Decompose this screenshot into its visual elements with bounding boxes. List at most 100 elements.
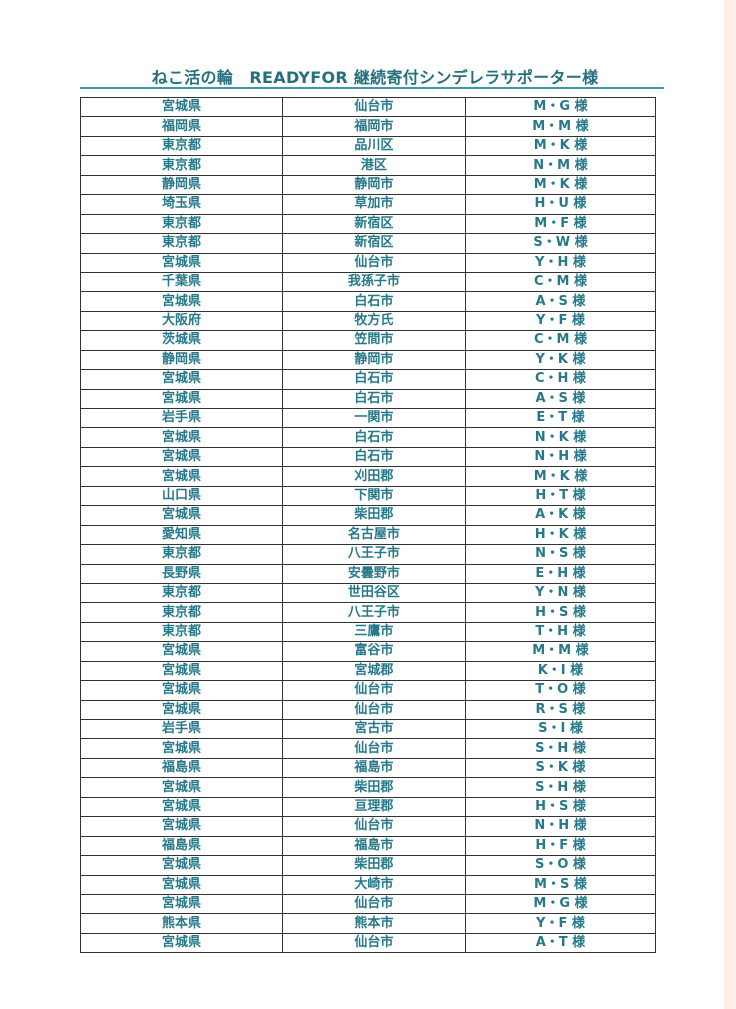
table-row: 山口県 下関市 H・T 様 — [80, 485, 657, 507]
prefecture-cell: 宮城県 — [80, 505, 283, 526]
supporter-name-cell: S・H 様 — [464, 738, 657, 759]
prefecture-cell: 宮城県 — [80, 427, 283, 448]
city-cell: 笠間市 — [281, 330, 466, 351]
city-cell: 熊本市 — [281, 913, 466, 934]
supporter-name-cell: H・T 様 — [464, 485, 657, 507]
prefecture-cell: 大阪府 — [80, 310, 283, 332]
city-cell: 仙台市 — [281, 738, 466, 759]
supporter-name-cell: R・S 様 — [464, 699, 657, 721]
city-cell: 大崎市 — [281, 874, 466, 895]
prefecture-cell: 宮城県 — [80, 252, 283, 273]
table-row: 千葉県 我孫子市 C・M 様 — [80, 271, 657, 293]
prefecture-cell: 東京都 — [80, 544, 283, 565]
city-cell: 仙台市 — [281, 932, 466, 954]
table-row: 宮城県 刈田郡 M・K 様 — [80, 466, 657, 487]
city-cell: 仙台市 — [281, 893, 466, 915]
city-cell: 新宿区 — [281, 233, 466, 254]
prefecture-cell: 宮城県 — [80, 777, 283, 798]
prefecture-cell: 東京都 — [80, 213, 283, 235]
supporter-name-cell: N・M 様 — [464, 155, 657, 176]
supporter-name-cell: S・O 様 — [464, 855, 657, 876]
supporter-name-cell: M・G 様 — [464, 893, 657, 915]
table-row: 茨城県 笠間市 C・M 様 — [80, 330, 657, 351]
prefecture-cell: 岩手県 — [80, 407, 283, 429]
supporter-name-cell: M・M 様 — [464, 641, 657, 662]
city-cell: 一関市 — [281, 407, 466, 429]
prefecture-cell: 東京都 — [80, 135, 283, 157]
table-row: 福島県 福島市 H・F 様 — [80, 835, 657, 857]
city-cell: 富谷市 — [281, 641, 466, 662]
prefecture-cell: 宮城県 — [80, 816, 283, 837]
supporter-name-cell: N・H 様 — [464, 816, 657, 837]
prefecture-cell: 静岡県 — [80, 174, 283, 196]
city-cell: 仙台市 — [281, 96, 466, 118]
city-cell: 新宿区 — [281, 213, 466, 235]
table-row: 愛知県 名古屋市 H・K 様 — [80, 524, 657, 546]
city-cell: 柴田郡 — [281, 505, 466, 526]
prefecture-cell: 千葉県 — [80, 271, 283, 293]
supporter-name-cell: K・I 様 — [464, 660, 657, 682]
prefecture-cell: 東京都 — [80, 621, 283, 643]
prefecture-cell: 宮城県 — [80, 932, 283, 954]
prefecture-cell: 岩手県 — [80, 718, 283, 740]
supporter-name-cell: H・S 様 — [464, 602, 657, 623]
city-cell: 刈田郡 — [281, 466, 466, 487]
supporter-name-cell: Y・F 様 — [464, 913, 657, 934]
prefecture-cell: 宮城県 — [80, 96, 283, 118]
table-row: 福島県 福島市 S・K 様 — [80, 757, 657, 779]
city-cell: 安曇野市 — [281, 563, 466, 584]
city-cell: 白石市 — [281, 388, 466, 410]
supporter-name-cell: C・H 様 — [464, 369, 657, 390]
prefecture-cell: 宮城県 — [80, 855, 283, 876]
table-row: 岩手県 宮古市 S・I 様 — [80, 718, 657, 740]
table-row: 宮城県 仙台市 R・S 様 — [80, 699, 657, 721]
city-cell: 草加市 — [281, 194, 466, 215]
prefecture-cell: 東京都 — [80, 155, 283, 176]
supporter-name-cell: M・G 様 — [464, 96, 657, 118]
table-row: 宮城県 白石市 C・H 様 — [80, 369, 657, 390]
prefecture-cell: 宮城県 — [80, 291, 283, 312]
supporter-name-cell: Y・K 様 — [464, 349, 657, 371]
prefecture-cell: 福岡県 — [80, 116, 283, 137]
prefecture-cell: 宮城県 — [80, 388, 283, 410]
table-row: 長野県 安曇野市 E・H 様 — [80, 563, 657, 584]
city-cell: 港区 — [281, 155, 466, 176]
city-cell: 仙台市 — [281, 252, 466, 273]
supporter-name-cell: H・K 様 — [464, 524, 657, 546]
title-underline — [80, 87, 664, 89]
city-cell: 名古屋市 — [281, 524, 466, 546]
city-cell: 品川区 — [281, 135, 466, 157]
table-row: 宮城県 仙台市 M・G 様 — [80, 96, 657, 118]
table-row: 宮城県 仙台市 M・G 様 — [80, 893, 657, 915]
table-row: 宮城県 富谷市 M・M 様 — [80, 641, 657, 662]
prefecture-cell: 長野県 — [80, 563, 283, 584]
table-row: 東京都 三鷹市 T・H 様 — [80, 621, 657, 643]
city-cell: 八王子市 — [281, 602, 466, 623]
table-row: 宮城県 仙台市 A・T 様 — [80, 932, 657, 954]
city-cell: 仙台市 — [281, 680, 466, 701]
city-cell: 白石市 — [281, 446, 466, 468]
table-row: 熊本県 熊本市 Y・F 様 — [80, 913, 657, 934]
table-row: 宮城県 仙台市 S・H 様 — [80, 738, 657, 759]
city-cell: 福島市 — [281, 835, 466, 857]
supporter-name-cell: C・M 様 — [464, 330, 657, 351]
table-row: 東京都 港区 N・M 様 — [80, 155, 657, 176]
prefecture-cell: 宮城県 — [80, 466, 283, 487]
city-cell: 仙台市 — [281, 816, 466, 837]
city-cell: 柴田郡 — [281, 855, 466, 876]
table-row: 宮城県 柴田郡 A・K 様 — [80, 505, 657, 526]
table-row: 宮城県 亘理郡 H・S 様 — [80, 796, 657, 818]
prefecture-cell: 宮城県 — [80, 738, 283, 759]
prefecture-cell: 福島県 — [80, 757, 283, 779]
table-row: 宮城県 仙台市 N・H 様 — [80, 816, 657, 837]
prefecture-cell: 宮城県 — [80, 874, 283, 895]
supporter-name-cell: H・F 様 — [464, 835, 657, 857]
supporter-table: 宮城県 仙台市 M・G 様福岡県 福岡市 M・M 様東京都 品川区 M・K 様東京都 港区 N・… — [80, 96, 657, 954]
prefecture-cell: 東京都 — [80, 582, 283, 604]
table-row: 宮城県 宮城郡 K・I 様 — [80, 660, 657, 682]
supporter-name-cell: M・K 様 — [464, 174, 657, 196]
prefecture-cell: 宮城県 — [80, 796, 283, 818]
prefecture-cell: 茨城県 — [80, 330, 283, 351]
supporter-name-cell: M・K 様 — [464, 135, 657, 157]
